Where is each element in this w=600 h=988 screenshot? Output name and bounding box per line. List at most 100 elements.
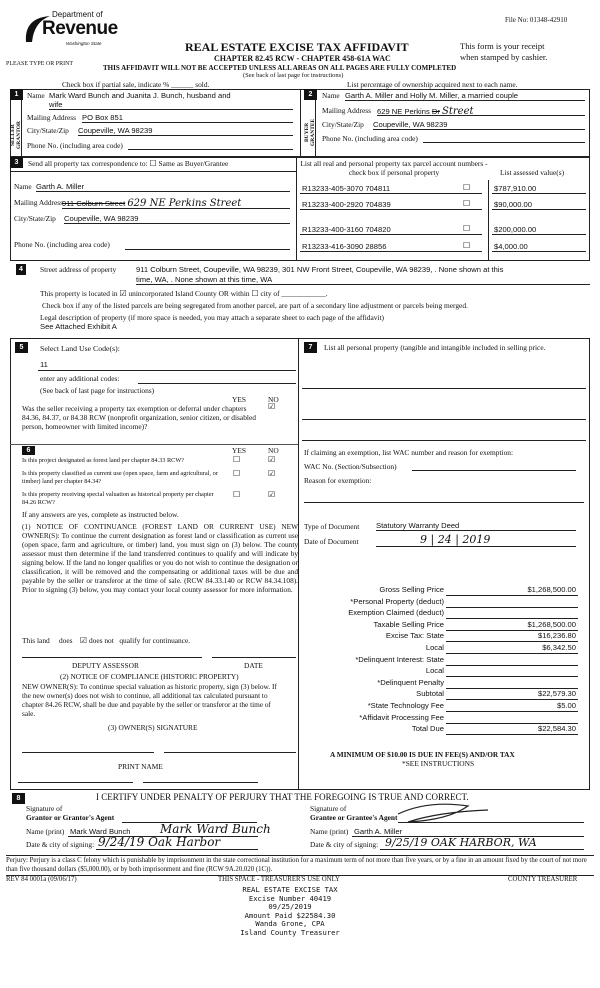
parcel-header: List all real and personal property tax … <box>300 159 488 177</box>
personal-property-checkbox[interactable]: ☐ <box>463 241 471 250</box>
correspondence-label: Send all property tax correspondence to:… <box>28 159 229 168</box>
unincorporated-checkbox[interactable]: ☑ <box>119 289 127 298</box>
fee-value[interactable]: $1,268,500.00 <box>527 585 576 594</box>
parcel-id[interactable]: R13233-400-3160 704820 <box>302 225 391 234</box>
buyer-phone[interactable]: Phone No. (including area code) <box>322 134 418 143</box>
grantor-print-name[interactable]: Mark Ward Bunch <box>70 827 131 836</box>
perjury-notice: Perjury: Perjury is a class C felony whi… <box>6 857 587 873</box>
buyer-grantee-label: BUYER GRANTEE <box>304 118 316 146</box>
grantee-print-name[interactable]: Garth A. Miller <box>354 827 403 836</box>
notice-of-compliance-title: (2) NOTICE OF COMPLIANCE (HISTORIC PROPE… <box>60 672 239 681</box>
seller-phone[interactable]: Phone No. (including area code) <box>27 141 123 150</box>
partial-sale[interactable]: Check box if partial sale, indicate % __… <box>62 80 210 89</box>
form-chapter: CHAPTER 82.45 RCW - CHAPTER 458-61A WAC <box>214 54 391 63</box>
segregated-checkbox-label[interactable]: Check box if any of the listed parcels a… <box>42 301 468 310</box>
land-use-code[interactable]: 11 <box>40 360 48 369</box>
deputy-assessor-label: DEPUTY ASSESSOR <box>72 661 139 670</box>
parcel-id[interactable]: R13233-416-3090 28856 <box>302 242 387 251</box>
historical-question: Is this property receiving special valua… <box>22 491 214 506</box>
parcel-id[interactable]: R13233-400-2920 704839 <box>302 200 391 209</box>
seller-name[interactable]: Mark Ward Bunch and Juanita J. Bunch, hu… <box>49 91 231 100</box>
property-address[interactable]: 911 Colburn Street, Coupeville, WA 98239… <box>136 265 504 274</box>
correspondence-phone[interactable]: Phone No. (including area code) <box>14 240 110 249</box>
buyer-address[interactable]: 629 NE Perkins Dr Street <box>377 106 474 117</box>
fee-label: Gross Selling Price <box>379 585 444 594</box>
document-type[interactable]: Statutory Warranty Deed <box>376 521 460 530</box>
fee-label: Taxable Selling Price <box>373 619 445 629</box>
fee-label: *Personal Property (deduct) <box>350 596 444 606</box>
fee-label: *Delinquent Interest: State <box>355 654 444 664</box>
assessed-value[interactable]: $787,910.00 <box>494 184 537 193</box>
seller-address[interactable]: PO Box 851 <box>82 113 123 122</box>
grantor-signature-line[interactable] <box>122 822 257 823</box>
parcel-id[interactable]: R13233-405-3070 704811 <box>302 184 391 193</box>
does-not-checkbox[interactable]: ☑ <box>79 636 88 645</box>
current-use-yes-checkbox[interactable]: ☐ <box>233 469 241 478</box>
buyer-city[interactable]: Coupeville, WA 98239 <box>373 120 448 129</box>
file-number: File No: 01348-42910 <box>505 16 568 24</box>
section-7-number: 7 <box>304 342 317 353</box>
grantor-date-city[interactable]: 9/24/19 Oak Harbor <box>98 835 221 849</box>
seller-city[interactable]: Coupeville, WA 98239 <box>78 126 153 135</box>
section-4-number: 4 <box>16 264 26 275</box>
correspondence-name[interactable]: Garth A. Miller <box>36 182 85 191</box>
section-3-number: 3 <box>10 157 23 168</box>
forest-no-checkbox[interactable]: ☑ <box>268 455 276 464</box>
grantee-date-city[interactable]: 9/25/19 OAK HARBOR, WA <box>385 836 537 849</box>
personal-property-checkbox[interactable]: ☐ <box>463 224 471 233</box>
forest-yes-checkbox[interactable]: ☐ <box>233 455 241 464</box>
historical-no-checkbox[interactable]: ☑ <box>268 490 276 499</box>
fee-label: Subtotal <box>416 689 444 699</box>
personal-property-checkbox[interactable]: ☐ <box>463 183 471 192</box>
grantee-signature <box>397 803 489 823</box>
warning: THIS AFFIDAVIT WILL NOT BE ACCEPTED UNLE… <box>103 64 457 72</box>
same-as-buyer-checkbox[interactable]: ☐ <box>149 159 157 168</box>
date-label: DATE <box>244 661 263 670</box>
fee-value[interactable]: $22,584.30 <box>537 724 576 734</box>
seller-name-label: Name <box>27 91 45 100</box>
exemption-question: Was the seller receiving a property tax … <box>22 404 256 431</box>
continuance-choice: This land does ☑ does not qualify for co… <box>22 636 191 645</box>
exemption-no-checkbox[interactable]: ☑ <box>268 402 276 411</box>
see-back: (See back of last page for instructions) <box>243 72 344 79</box>
property-location: This property is located in ☑ unincorpor… <box>40 289 328 298</box>
form-title: REAL ESTATE EXCISE TAX AFFIDAVIT <box>185 40 409 54</box>
notice-of-continuance: (1) NOTICE OF CONTINUANCE (FOREST LAND O… <box>22 522 298 594</box>
document-date[interactable]: 9 | 24 | 2019 <box>420 533 491 546</box>
fee-value[interactable]: $16,236.80 <box>537 631 576 641</box>
county-treasurer-label: COUNTY TREASURER <box>508 876 578 883</box>
dor-logo: Department of Revenue Washington State <box>22 8 118 58</box>
grantee-signature-line[interactable] <box>398 822 584 823</box>
buyer-name[interactable]: Garth A. Miller and Holly M. Miller, a m… <box>345 91 519 100</box>
form-revision: REV 84 0001a (09/06/17) <box>6 876 77 883</box>
logo-swoosh-icon <box>25 16 50 42</box>
fee-label: Total Due <box>411 724 444 734</box>
seller-name-2[interactable]: wife <box>49 100 63 109</box>
please-type: PLEASE TYPE OR PRINT <box>6 61 74 67</box>
treasurer-stamp: REAL ESTATE EXCISE TAX Excise Number 4041… <box>240 885 340 937</box>
minimum-due-note: A MINIMUM OF $10.00 IS DUE IN FEE(S) AND… <box>330 750 515 759</box>
fee-value[interactable]: $22,579.30 <box>537 689 576 699</box>
owner-signature-label: (3) OWNER(S) SIGNATURE <box>108 723 198 732</box>
receipt-note-1: This form is your receipt <box>460 41 545 51</box>
property-address-2[interactable]: time, WA, . None shown at this time, WA <box>136 275 273 284</box>
assessed-value[interactable]: $4,000.00 <box>494 242 528 251</box>
correspondence-address[interactable]: 911 Colburn Street 629 NE Perkins Street <box>62 198 242 209</box>
fee-value[interactable]: $5.00 <box>556 701 576 710</box>
see-instructions: *SEE INSTRUCTIONS <box>402 759 475 768</box>
legal-description[interactable]: See Attached Exhibit A <box>40 322 117 331</box>
sections-5-7-box <box>10 338 590 790</box>
fee-label: *Delinquent Penalty <box>377 677 444 687</box>
current-use-no-checkbox[interactable]: ☑ <box>268 469 276 478</box>
certify-statement: I CERTIFY UNDER PENALTY OF PERJURY THAT … <box>96 792 469 802</box>
personal-property-checkbox[interactable]: ☐ <box>463 199 471 208</box>
grantor-signature: Mark Ward Bunch <box>160 822 271 836</box>
correspondence-city[interactable]: Coupeville, WA 98239 <box>64 214 139 223</box>
city-checkbox[interactable]: ☐ <box>251 289 259 298</box>
historical-yes-checkbox[interactable]: ☐ <box>233 490 241 499</box>
fee-label: Local <box>425 643 444 652</box>
assessed-value[interactable]: $200,000.00 <box>494 225 537 234</box>
fee-value[interactable]: $6,342.50 <box>542 643 576 652</box>
assessed-value[interactable]: $90,000.00 <box>494 200 533 209</box>
fee-value[interactable]: $1,268,500.00 <box>527 619 576 629</box>
